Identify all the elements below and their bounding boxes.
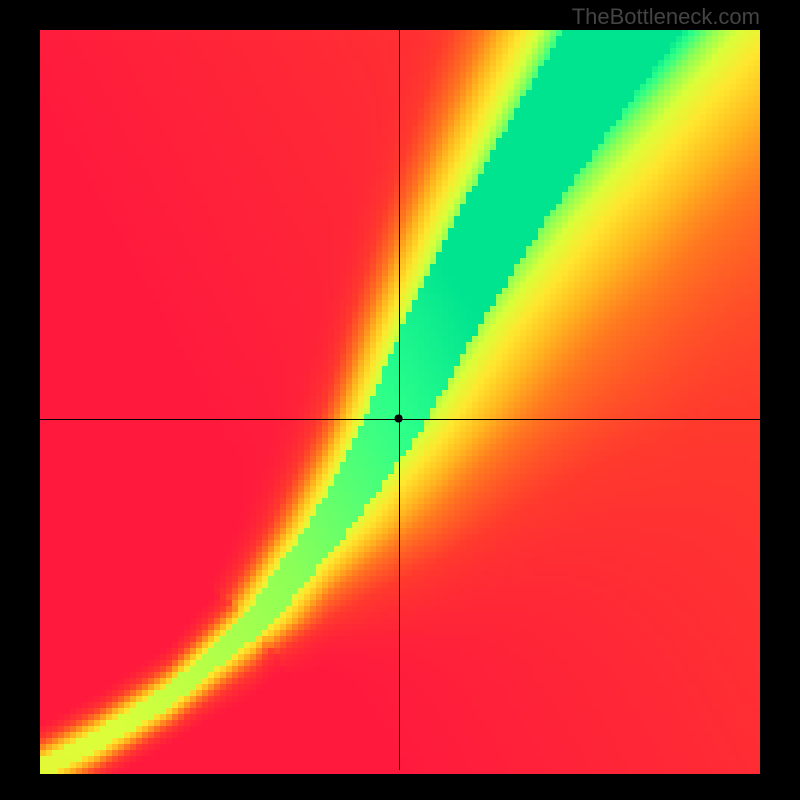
watermark-text: TheBottleneck.com — [572, 4, 760, 30]
chart-container: TheBottleneck.com — [0, 0, 800, 800]
heatmap-canvas — [0, 0, 800, 800]
